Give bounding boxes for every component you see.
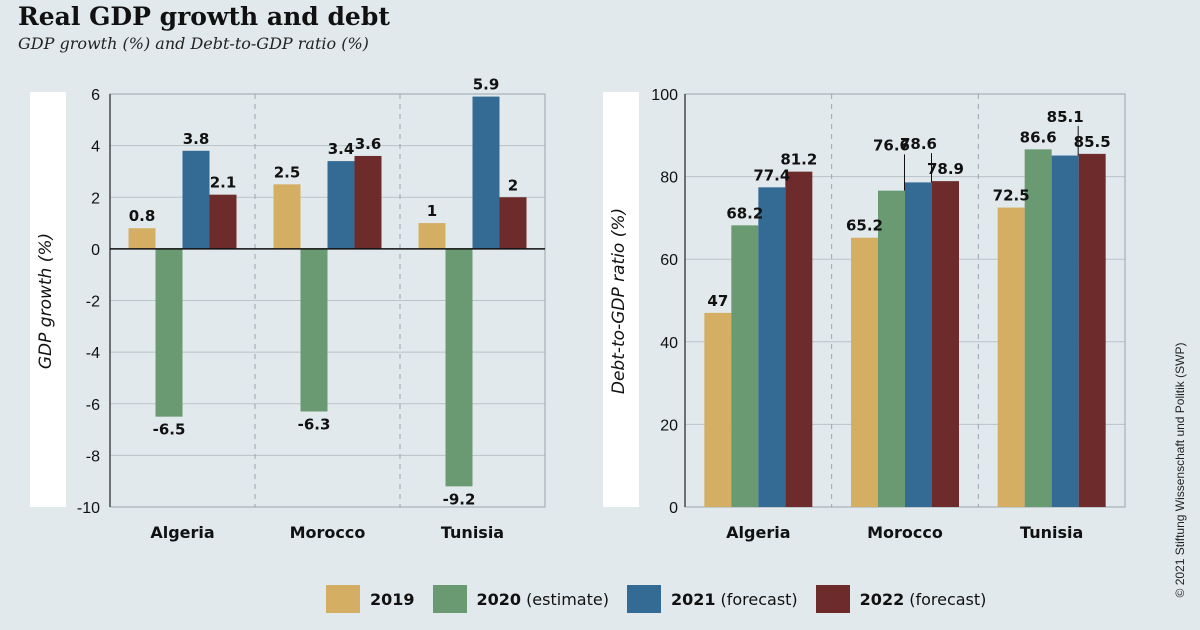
gdp-data-label: 2: [508, 176, 518, 194]
gdp-bar-morocco-2021: [327, 161, 355, 249]
debt-ylabel-panel: [603, 92, 639, 507]
debt-tick-label: 100: [651, 87, 678, 104]
gdp-data-label: -6.3: [298, 415, 331, 433]
gdp-bar-tunisia-2019: [418, 223, 446, 249]
debt-data-label: 78.6: [900, 135, 937, 153]
gdp-bar-algeria-2020: [155, 248, 183, 417]
legend: 2019 2020 (estimate) 2021 (forecast) 202…: [326, 584, 1004, 614]
chart-title: Real GDP growth and debt: [18, 2, 390, 31]
debt-data-label: 78.9: [927, 160, 964, 178]
legend-note: (estimate): [526, 589, 609, 609]
gdp-ylabel-panel: [30, 92, 66, 507]
gdp-data-label: 0.8: [129, 207, 156, 225]
debt-data-label: 72.5: [993, 187, 1030, 205]
debt-data-label: 47: [707, 292, 728, 310]
chart-subtitle: GDP growth (%) and Debt-to-GDP ratio (%): [18, 34, 369, 53]
debt-tick-label: 0: [669, 500, 678, 517]
gdp-category-label: Tunisia: [441, 523, 504, 542]
legend-note: (forecast): [720, 589, 798, 609]
gdp-data-label: 5.9: [473, 76, 500, 94]
gdp-tick-label: -4: [86, 345, 100, 362]
gdp-tick-label: 0: [91, 242, 100, 259]
debt-bar-tunisia-2019: [997, 207, 1025, 507]
gdp-tick-label: -10: [77, 500, 100, 517]
legend-swatch-2020: [432, 585, 467, 613]
gdp-bar-tunisia-2022: [499, 197, 527, 249]
debt-tick-label: 80: [660, 170, 678, 187]
debt-bar-morocco-2019: [851, 237, 878, 507]
gdp-data-label: -9.2: [443, 490, 476, 508]
gdp-tick-label: 6: [91, 87, 100, 104]
debt-data-label: 65.2: [846, 217, 883, 235]
gdp-bar-morocco-2019: [273, 184, 301, 249]
gdp-bar-algeria-2022: [209, 194, 237, 249]
gdp-data-label: 3.8: [183, 130, 210, 148]
gdp-bar-tunisia-2020: [445, 248, 473, 487]
gdp-bar-algeria-2021: [182, 150, 210, 249]
gdp-data-label: 2.5: [274, 163, 301, 181]
debt-data-label: 68.2: [726, 204, 763, 222]
debt-bar-algeria-2021: [758, 187, 786, 507]
legend-swatch-2021: [626, 585, 661, 613]
gdp-data-label: 3.4: [328, 140, 355, 158]
debt-bar-tunisia-2022: [1078, 153, 1106, 507]
copyright-credit: © 2021 Stiftung Wissenschaft und Politik…: [1173, 342, 1187, 598]
debt-category-label: Tunisia: [1020, 523, 1083, 542]
legend-item-2022: 2022 (forecast): [815, 585, 987, 613]
gdp-data-label: 1: [427, 202, 437, 220]
debt-data-label: 86.6: [1020, 128, 1057, 146]
legend-year: 2019: [370, 589, 415, 609]
gdp-bar-morocco-2022: [354, 155, 382, 249]
gdp-tick-label: 2: [91, 190, 100, 207]
gdp-bar-algeria-2019: [128, 228, 156, 249]
gdp-tick-label: -6: [86, 397, 100, 414]
gdp-tick-label: 4: [91, 139, 100, 156]
gdp-category-label: Algeria: [150, 523, 214, 542]
legend-year: 2020: [476, 589, 522, 609]
debt-tick-label: 20: [660, 417, 678, 434]
debt-bar-morocco-2021: [905, 182, 932, 507]
debt-data-label: 77.4: [753, 166, 790, 184]
debt-bar-morocco-2020: [878, 190, 905, 507]
legend-year: 2022: [859, 589, 905, 609]
legend-note: (forecast): [909, 589, 987, 609]
debt-bar-tunisia-2020: [1024, 149, 1052, 508]
gdp-data-label: -6.5: [153, 421, 186, 439]
debt-bar-algeria-2019: [704, 312, 732, 507]
debt-data-label: 81.2: [780, 151, 817, 169]
legend-swatch-2019: [326, 585, 360, 613]
legend-year: 2021: [670, 589, 716, 609]
debt-bar-algeria-2020: [731, 225, 759, 508]
gdp-bar-morocco-2020: [300, 248, 328, 412]
debt-bar-algeria-2022: [785, 171, 813, 508]
gdp-data-label: 3.6: [355, 135, 382, 153]
debt-category-label: Morocco: [867, 523, 943, 542]
debt-data-label: 76.6: [873, 136, 910, 154]
debt-category-label: Algeria: [726, 523, 790, 542]
gdp-tick-label: -8: [86, 448, 100, 465]
debt-data-label: 85.1: [1047, 108, 1084, 126]
debt-bar-morocco-2022: [932, 181, 959, 507]
legend-swatch-2022: [815, 585, 850, 613]
debt-data-label: 85.5: [1074, 133, 1111, 151]
debt-tick-label: 40: [660, 335, 678, 352]
legend-item-2020: 2020 (estimate): [432, 585, 609, 613]
legend-item-2021: 2021 (forecast): [626, 585, 798, 613]
legend-item-2019: 2019: [326, 585, 415, 613]
gdp-tick-label: -2: [86, 294, 100, 311]
gdp-data-label: 2.1: [210, 174, 237, 192]
debt-bar-tunisia-2021: [1051, 155, 1079, 508]
debt-tick-label: 60: [660, 252, 678, 269]
gdp-bar-tunisia-2021: [472, 96, 500, 249]
gdp-category-label: Morocco: [290, 523, 366, 542]
